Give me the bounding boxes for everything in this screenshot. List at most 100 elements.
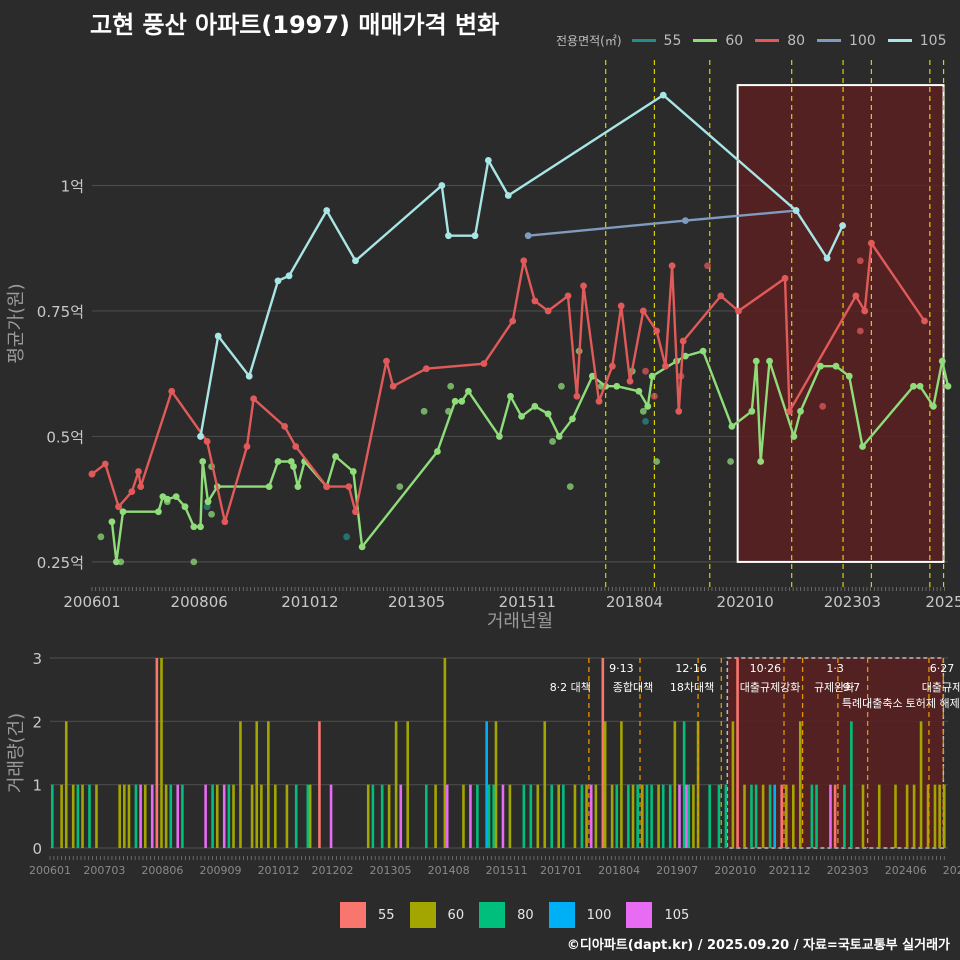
y-tick-label: 0.5억	[46, 428, 84, 446]
bar-legend: 55 60 80 100 105	[340, 902, 704, 928]
data-point-80	[137, 483, 145, 491]
volume-bar	[406, 721, 410, 848]
data-point-60	[544, 410, 552, 418]
volume-bar	[204, 784, 207, 848]
bar-x-tick-label: 202406	[885, 864, 927, 877]
legend-item-55: 55	[631, 32, 682, 49]
data-point-60	[518, 412, 525, 420]
data-point-60	[558, 382, 565, 390]
data-point-60	[290, 463, 297, 470]
data-point-80	[653, 327, 661, 335]
data-point-60	[566, 483, 574, 491]
bar-x-tick-label: 201701	[540, 864, 582, 877]
volume-bar	[285, 784, 289, 848]
bar-x-tick-label: 201202	[311, 864, 353, 877]
data-point-60	[294, 483, 302, 491]
volume-bar	[371, 784, 375, 848]
data-point-105	[214, 332, 222, 340]
data-point-80	[422, 365, 430, 373]
volume-bar	[657, 784, 660, 848]
volume-bar	[232, 784, 235, 848]
data-point-60	[396, 483, 404, 491]
data-point-100	[524, 232, 532, 240]
volume-bar	[792, 784, 795, 848]
bar-x-tick-label: 200703	[83, 864, 125, 877]
legend-label: 80	[787, 32, 806, 49]
x-tick-label: 201012	[281, 593, 338, 611]
data-point-80	[352, 508, 359, 516]
volume-bar	[580, 784, 584, 848]
legend-label: 100	[849, 32, 876, 49]
volume-bar	[919, 721, 923, 848]
legend-item-60: 60	[693, 33, 743, 49]
data-point-60	[797, 407, 804, 415]
volume-bar	[492, 784, 495, 848]
data-point-60	[358, 543, 366, 551]
data-point-105	[285, 272, 293, 280]
volume-bar	[708, 784, 711, 848]
bar-y-tick-label: 2	[32, 713, 42, 731]
volume-bar	[487, 784, 491, 848]
data-point-60	[699, 347, 707, 355]
data-point-80	[675, 407, 683, 415]
bar-legend-swatch	[340, 902, 366, 928]
data-point-60	[155, 508, 162, 516]
data-point-80	[292, 443, 300, 450]
volume-bar	[843, 784, 846, 848]
data-point-105	[839, 222, 847, 230]
volume-bar	[810, 784, 814, 848]
bar-legend-swatch	[479, 902, 506, 928]
legend-label: 55	[663, 32, 682, 49]
volume-bar	[255, 721, 259, 848]
bar-x-tick-label: 201804	[598, 864, 640, 877]
policy-annotation: 특례대출축소	[842, 697, 903, 710]
data-point-60	[681, 352, 689, 360]
data-point-80	[668, 262, 676, 270]
volume-bar	[64, 721, 68, 848]
volume-bar	[387, 784, 391, 848]
data-point-80	[717, 292, 725, 300]
data-point-80	[626, 377, 634, 385]
data-point-80	[243, 443, 251, 450]
volume-bar	[650, 784, 653, 848]
policy-annotation: 1·3	[826, 662, 844, 675]
data-point-60	[458, 397, 466, 405]
data-point-80	[345, 483, 353, 491]
x-tick-label: 202010	[717, 593, 774, 611]
data-point-60	[910, 382, 917, 390]
data-point-60	[644, 402, 652, 410]
volume-bar	[366, 784, 370, 848]
data-point-80	[856, 257, 864, 265]
volume-bar	[211, 784, 214, 848]
volume-bar	[399, 784, 403, 848]
data-point-60	[190, 558, 198, 566]
data-point-80	[115, 503, 122, 511]
bar-legend-label: 55	[378, 907, 395, 923]
data-point-80	[639, 307, 647, 315]
bar-y-tick-label: 0	[32, 840, 42, 858]
volume-bar	[127, 784, 131, 848]
data-point-60	[589, 372, 596, 380]
volume-bar	[861, 784, 865, 848]
data-point-60	[748, 407, 756, 415]
data-point-60	[766, 357, 773, 365]
volume-bar	[143, 784, 147, 848]
policy-annotation: 규제완화	[814, 681, 854, 694]
data-point-60	[929, 402, 937, 410]
policy-annotation: 대출규제강화	[740, 681, 801, 694]
data-point-105	[274, 277, 282, 285]
data-point-80	[662, 362, 669, 370]
legend-label: 105	[919, 32, 947, 49]
data-point-60	[496, 433, 503, 440]
volume-bar	[761, 784, 765, 848]
volume-bar	[692, 784, 695, 848]
volume-bar	[306, 784, 310, 848]
data-point-80	[651, 392, 658, 400]
data-point-60	[163, 498, 171, 506]
volume-bar	[181, 784, 184, 848]
volume-bar	[589, 784, 593, 848]
volume-bar	[750, 784, 753, 848]
volume-bar	[424, 784, 428, 848]
data-point-105	[245, 372, 253, 380]
